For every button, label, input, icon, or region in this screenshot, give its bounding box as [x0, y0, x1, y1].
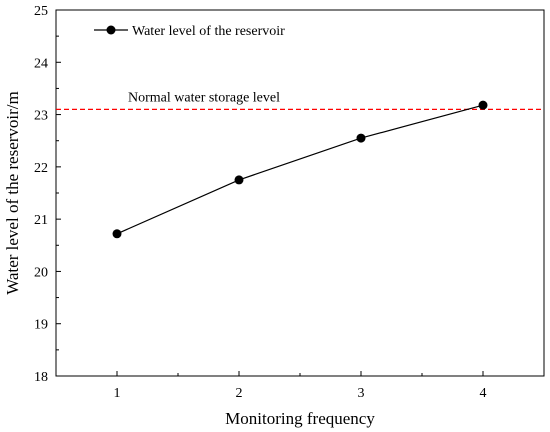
plot-frame [55, 9, 545, 377]
y-axis-title: Water level of the reservoir/m [3, 91, 22, 295]
data-point [478, 100, 488, 110]
y-tick-label: 24 [34, 56, 48, 71]
y-tick-label: 21 [34, 213, 48, 228]
x-tick-label: 4 [480, 386, 487, 401]
legend-label: Water level of the reservoir [132, 24, 285, 39]
y-tick-label: 19 [34, 318, 48, 333]
series-line [116, 104, 484, 235]
axes-frame [55, 9, 545, 377]
series-group [112, 100, 488, 239]
y-tick-label: 22 [34, 161, 48, 176]
x-tick-label: 3 [358, 386, 365, 401]
x-axis-title: Monitoring frequency [225, 409, 375, 428]
legend: Water level of the reservoir [94, 24, 285, 39]
reference-line-group: Normal water storage level [56, 90, 544, 110]
data-point [356, 133, 366, 143]
legend-marker [106, 25, 116, 35]
y-tick-label: 20 [34, 265, 48, 280]
x-tick-label: 1 [114, 386, 121, 401]
x-tick-label: 2 [236, 386, 243, 401]
y-tick-label: 18 [34, 370, 48, 385]
data-point [234, 175, 244, 185]
reference-line-label: Normal water storage level [128, 90, 280, 105]
data-point [112, 229, 122, 239]
y-tick-label: 23 [34, 109, 48, 124]
y-tick-label: 25 [34, 4, 48, 19]
